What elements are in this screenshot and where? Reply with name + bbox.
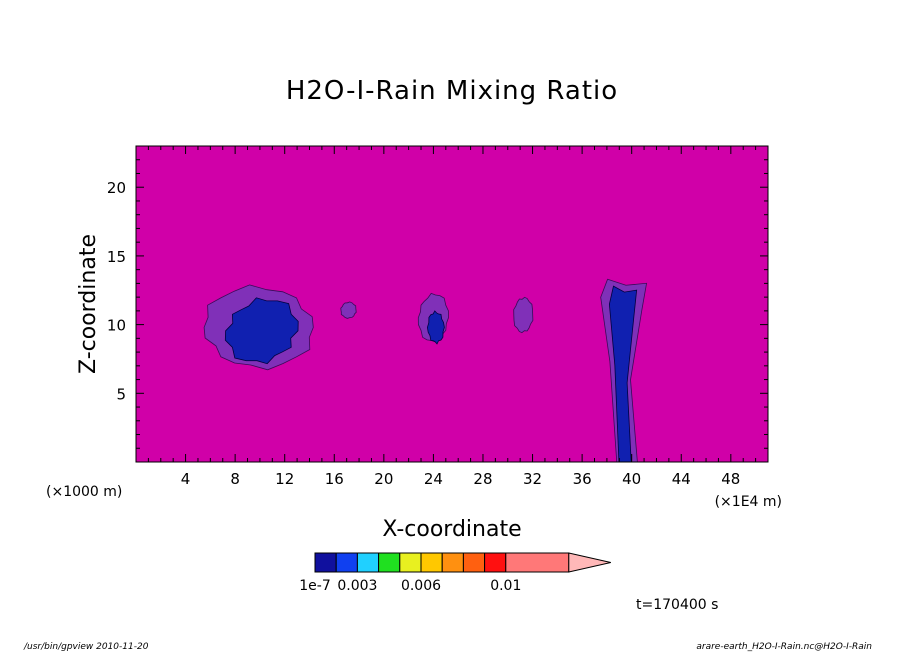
colorbar-swatch <box>399 552 422 573</box>
chart-title: H2O-I-Rain Mixing Ratio <box>285 76 619 106</box>
colorbar-swatch <box>335 552 358 573</box>
colorbar-tick-label: 1e-7 <box>299 578 330 594</box>
colorbar-tick-label: 0.006 <box>401 578 441 594</box>
plot-frame <box>135 145 769 463</box>
y-tick-label: 15 <box>107 248 126 266</box>
colorbar-swatch <box>484 552 507 573</box>
x-tick-label: 44 <box>672 470 691 488</box>
x-tick-label: 28 <box>473 470 492 488</box>
colorbar-swatch <box>378 552 401 573</box>
y-axis-label: Z-coordinate <box>76 234 101 374</box>
cell-x9-core <box>224 297 299 365</box>
x-tick-label: 8 <box>230 470 240 488</box>
y-tick-label: 20 <box>107 179 126 197</box>
footer-source: arare-earth_H2O-I-Rain.nc@H2O-I-Rain <box>696 642 872 652</box>
colorbar-tick-label: 0.003 <box>337 578 377 594</box>
y-tick-label: 5 <box>116 385 126 403</box>
x-tick-label: 4 <box>181 470 191 488</box>
cell-x24-core <box>426 310 445 345</box>
x-tick-label: 12 <box>275 470 294 488</box>
x-unit-left: (×1000 m) <box>46 484 122 500</box>
x-tick-label: 36 <box>573 470 592 488</box>
x-unit-right: (×1E4 m) <box>715 494 782 510</box>
x-tick-label: 24 <box>424 470 443 488</box>
x-tick-label: 32 <box>523 470 542 488</box>
x-axis-label: X-coordinate <box>382 517 521 542</box>
colorbar-swatch <box>462 552 486 573</box>
colorbar-tick-label: 0.01 <box>490 578 521 594</box>
colorbar-swatch <box>356 552 380 573</box>
x-tick-label: 16 <box>325 470 344 488</box>
colorbar-extend-arrow <box>568 552 611 573</box>
colorbar-swatch <box>314 552 337 573</box>
time-label: t=170400 s <box>636 597 718 613</box>
y-tick-label: 10 <box>107 317 126 335</box>
cell-x31-outer <box>513 296 534 334</box>
x-tick-label: 40 <box>622 470 641 488</box>
cell-x17-outer <box>340 301 357 319</box>
colorbar-swatch <box>505 552 570 573</box>
footer-command: /usr/bin/gpview 2010-11-20 <box>24 642 149 652</box>
cell-x39-core <box>608 285 638 463</box>
colorbar-swatch <box>420 552 443 573</box>
colorbar-swatch <box>441 552 464 573</box>
x-tick-label: 48 <box>721 470 740 488</box>
x-tick-label: 20 <box>374 470 393 488</box>
